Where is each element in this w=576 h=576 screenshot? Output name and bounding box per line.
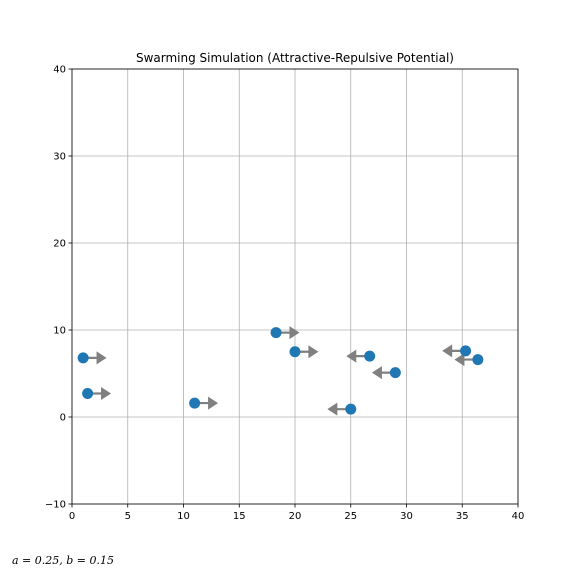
x-tick-label: 30 — [400, 511, 413, 522]
agent-point — [77, 352, 89, 364]
x-tick-label: 0 — [69, 511, 75, 522]
agent-point — [460, 345, 472, 357]
x-tick-label: 40 — [512, 511, 525, 522]
velocity-arrow — [194, 396, 219, 410]
parameter-label: a = 0.25, b = 0.15 — [12, 554, 114, 567]
x-tick-label: 35 — [456, 511, 469, 522]
agent-point — [289, 346, 301, 358]
agent-point — [389, 367, 401, 379]
velocity-arrows — [83, 326, 478, 416]
y-tick-label: 30 — [53, 152, 66, 163]
x-tick-label: 20 — [289, 511, 302, 522]
velocity-arrow — [327, 402, 351, 416]
agent-point — [270, 327, 282, 339]
agent-points — [77, 327, 484, 415]
y-tick-label: 40 — [53, 65, 66, 76]
agent-point — [189, 397, 201, 409]
x-tick-label: 15 — [233, 511, 246, 522]
velocity-arrow — [276, 326, 300, 340]
x-tick-label: 5 — [125, 511, 131, 522]
velocity-arrow — [454, 353, 478, 367]
agent-point — [364, 350, 376, 362]
y-tick-label: 0 — [60, 413, 66, 424]
agent-point — [82, 388, 94, 400]
velocity-arrow — [371, 366, 396, 380]
agent-point — [345, 403, 357, 415]
velocity-arrow — [87, 387, 112, 401]
y-tick-label: −10 — [45, 500, 66, 511]
velocity-arrow — [442, 344, 466, 358]
y-tick-label: 10 — [53, 326, 66, 337]
chart-title: Swarming Simulation (Attractive-Repulsiv… — [136, 51, 454, 65]
grid-lines — [71, 68, 519, 505]
velocity-arrow — [83, 351, 107, 365]
y-tick-label: 20 — [53, 239, 66, 250]
velocity-arrow — [346, 349, 370, 363]
velocity-arrow — [295, 345, 319, 359]
x-tick-label: 25 — [344, 511, 357, 522]
agent-point — [472, 354, 484, 366]
x-tick-label: 10 — [177, 511, 190, 522]
